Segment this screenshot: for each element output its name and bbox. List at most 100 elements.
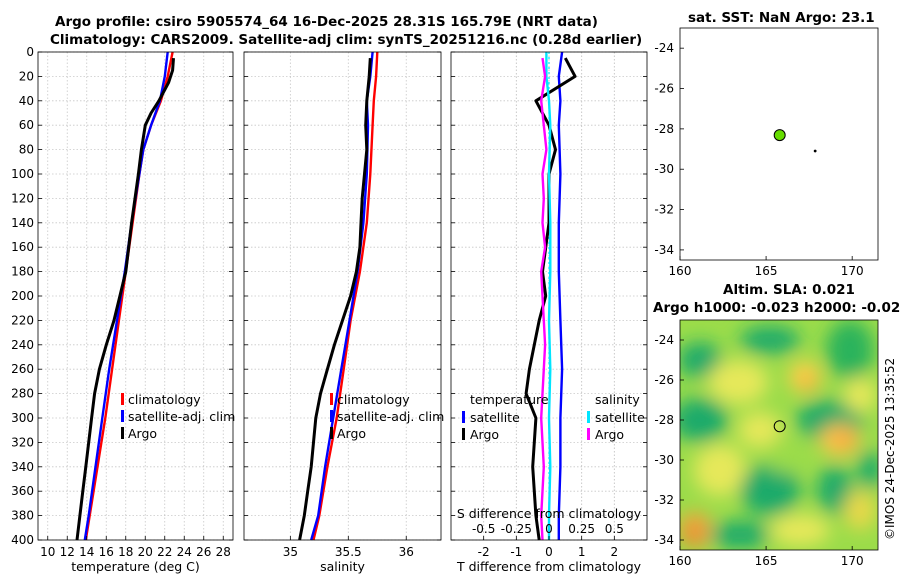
sst-map-title: sat. SST: NaN Argo: 23.1 — [688, 10, 875, 26]
sla-anomaly-blob — [708, 360, 768, 404]
legend-swatch — [587, 411, 590, 423]
y-tick-label: 300 — [11, 411, 34, 425]
y-tick-label: -32 — [654, 203, 674, 217]
difference-panel: -2 -1 0 1 2T difference from climatology temp… — [450, 51, 648, 574]
y-tick-label: 140 — [11, 216, 34, 230]
salinity-panel: 35 35.5 36 salinity climatology satellite-adj… — [243, 51, 444, 574]
sla-anomaly-blob — [694, 444, 746, 496]
sst-map-background — [680, 28, 878, 260]
legend-swatch — [330, 427, 333, 439]
x-axis-label: T difference from climatology — [456, 559, 642, 574]
x-tick-label: -2 — [478, 545, 490, 559]
x-axis-label-top: S difference from climatology — [457, 506, 642, 521]
x-tick-label: 2 — [611, 545, 619, 559]
sla-anomaly-blob — [844, 377, 876, 413]
map-frame — [679, 319, 879, 551]
figure-title-line1: Argo profile: csiro 5905574_64 16-Dec-20… — [55, 14, 598, 30]
sla-anomaly-blob — [837, 433, 853, 447]
legend-label: Argo — [595, 427, 624, 442]
x-tick-label-top: -0.5 — [472, 522, 495, 536]
y-tick-label: 120 — [11, 191, 34, 205]
sla-anomaly-blob — [740, 464, 800, 516]
y-tick-label: 280 — [11, 387, 34, 401]
legend-label: Argo — [128, 426, 157, 441]
sla-anomaly-blob — [765, 437, 805, 473]
legend-label: Argo — [337, 426, 366, 441]
x-tick-label-top: -0.25 — [501, 522, 532, 536]
x-tick-label: 22 — [157, 545, 172, 559]
legend-label: satellite-adj. clim — [128, 409, 235, 424]
y-tick-label: -34 — [654, 243, 674, 257]
y-tick-label: 40 — [19, 94, 34, 108]
argo-float-marker — [773, 129, 786, 142]
x-tick-label: 165 — [755, 264, 778, 278]
y-tick-label: 360 — [11, 484, 34, 498]
legend-title-salinity: salinity — [595, 392, 640, 407]
x-tick-label: 36 — [399, 545, 414, 559]
y-tick-label: -24 — [654, 41, 674, 55]
x-tick-label-top: 0 — [545, 522, 553, 536]
y-tick-label: 100 — [11, 167, 34, 181]
x-tick-label: 16 — [99, 545, 114, 559]
sla-anomaly-blob — [740, 326, 800, 354]
legend-swatch — [121, 410, 124, 422]
sla-field — [680, 320, 878, 550]
sla-anomaly-blob — [858, 450, 878, 490]
x-tick-label: 12 — [60, 545, 75, 559]
legend-label: satellite — [595, 410, 645, 425]
y-tick-label: 260 — [11, 362, 34, 376]
x-tick-label: 28 — [216, 545, 231, 559]
legend-label: satellite — [470, 410, 520, 425]
y-tick-label: -28 — [654, 122, 674, 136]
sla-anomaly-blob — [770, 514, 830, 546]
legend-label: Argo — [470, 427, 499, 442]
sla-anomaly-blob — [826, 320, 874, 380]
x-tick-label: 35 — [283, 545, 298, 559]
legend-swatch — [121, 393, 124, 405]
legend-label: climatology — [337, 392, 410, 407]
y-tick-label: -30 — [654, 162, 674, 176]
legend-swatch — [462, 411, 465, 423]
series-salinity-satellite — [545, 52, 552, 540]
sla-anomaly-blob — [801, 375, 815, 389]
x-tick-label: 165 — [755, 554, 778, 568]
series-argo — [298, 58, 372, 541]
y-tick-label: 340 — [11, 460, 34, 474]
y-tick-label: 380 — [11, 509, 34, 523]
series-temperature-satellite — [557, 51, 564, 540]
x-tick-label: 14 — [79, 545, 94, 559]
sla-map-panel: 160 165 170 -24 -26 -28 -30 -32 -34 — [654, 319, 879, 568]
legend-swatch — [330, 410, 333, 422]
legend-swatch — [462, 428, 465, 440]
series-climatology — [312, 51, 379, 541]
legend-title-temperature: temperature — [470, 392, 549, 407]
sla-anomaly-blob — [817, 466, 853, 514]
x-axis-label: salinity — [320, 559, 365, 574]
y-tick-label: -24 — [654, 333, 674, 347]
y-tick-label: 400 — [11, 533, 34, 547]
y-tick-label: 0 — [26, 45, 34, 59]
sla-anomaly-blobs — [680, 320, 878, 549]
series-argo — [75, 57, 175, 541]
sla-anomaly-blob — [710, 521, 770, 549]
y-tick-label: 320 — [11, 435, 34, 449]
sla-anomaly-blob — [684, 529, 700, 547]
legend-swatch — [330, 393, 333, 405]
x-tick-label: 170 — [841, 554, 864, 568]
legend-label: satellite-adj. clim — [337, 409, 444, 424]
y-tick-label: -26 — [654, 373, 674, 387]
sla-anomaly-blob — [680, 398, 728, 442]
series-salinity-argo — [540, 57, 548, 541]
x-tick-label: 0 — [545, 545, 553, 559]
y-tick-label: 180 — [11, 265, 34, 279]
island-mark — [813, 149, 817, 153]
y-tick-label: -28 — [654, 413, 674, 427]
x-tick-label: 35.5 — [335, 545, 362, 559]
sla-map-title-line2: Argo h1000: -0.023 h2000: -0.023 — [653, 300, 900, 316]
y-tick-label: 80 — [19, 143, 34, 157]
y-tick-label: 60 — [19, 118, 34, 132]
sst-map-panel: 160 165 170 -24 -26 -28 -30 -32 -34 — [654, 27, 879, 278]
x-tick-label: -1 — [510, 545, 522, 559]
x-tick-label: 160 — [669, 554, 692, 568]
